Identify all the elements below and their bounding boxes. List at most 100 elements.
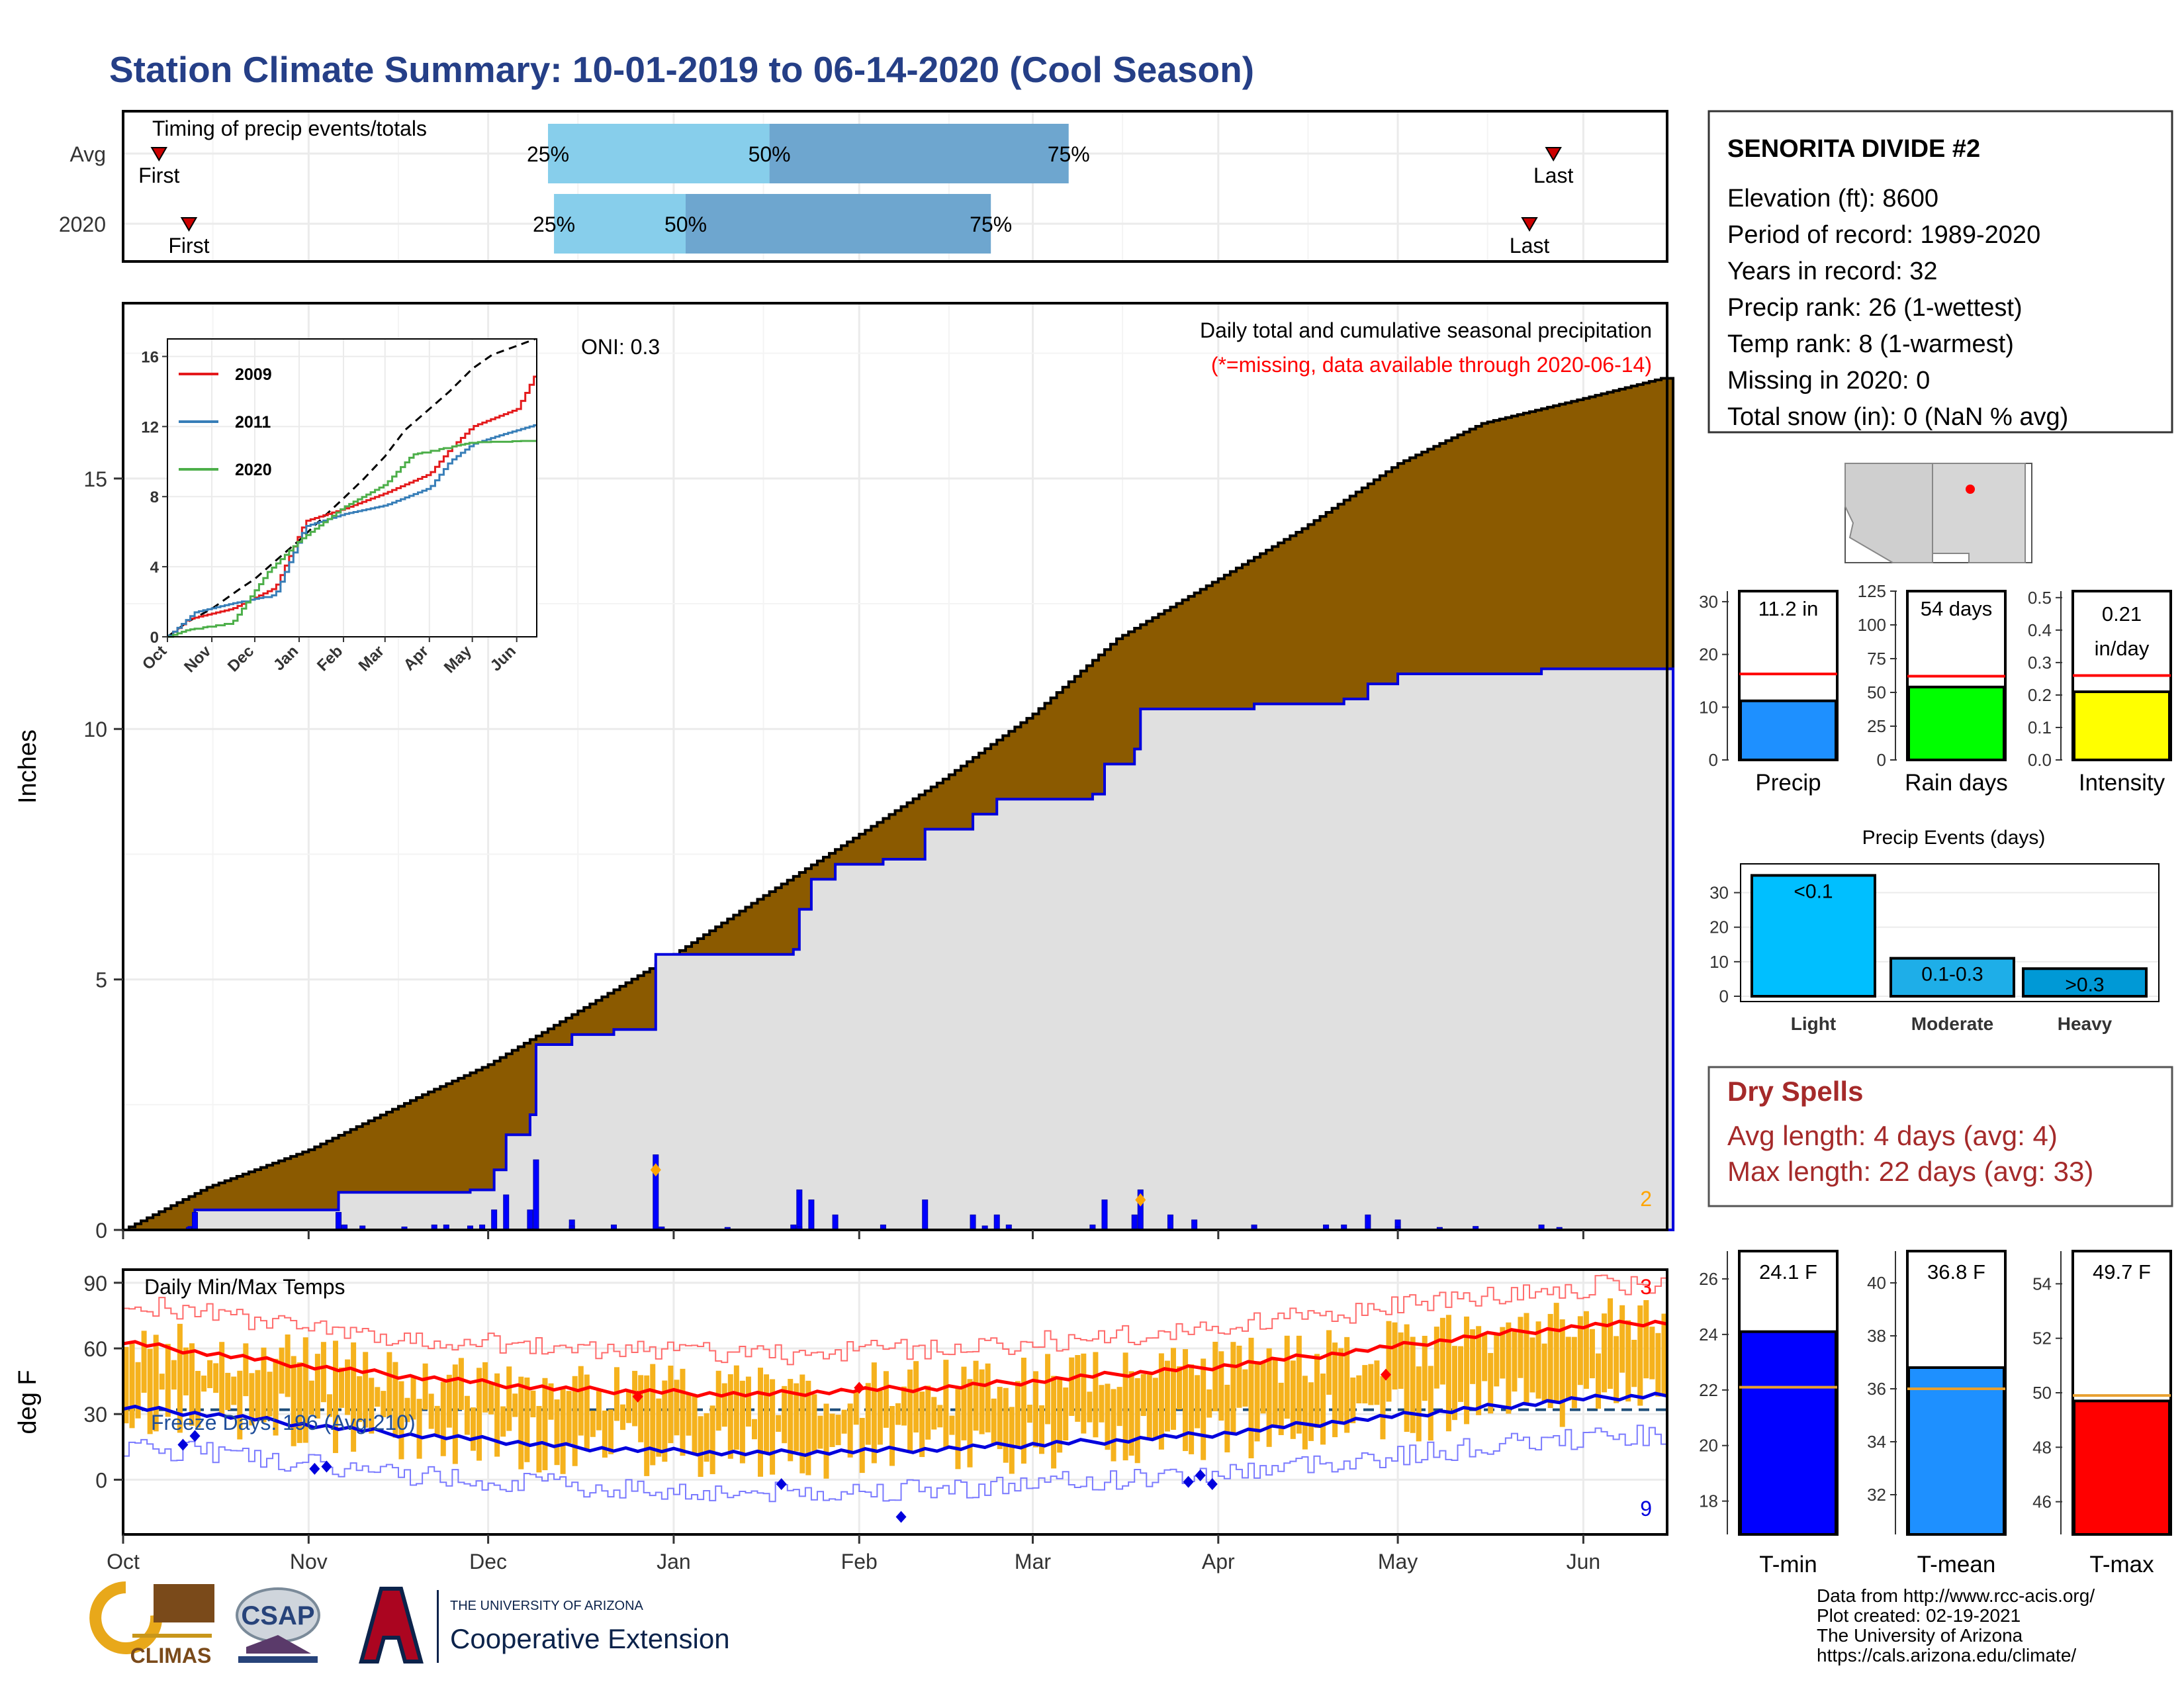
temp-day-bar <box>332 1340 338 1454</box>
temp-day-bar <box>1451 1346 1457 1421</box>
temp-day-bar <box>656 1398 662 1457</box>
temp-day-bar <box>584 1374 590 1450</box>
temp-day-bar <box>314 1354 320 1419</box>
temp-hot-count: 3 <box>1640 1275 1652 1299</box>
temp-day-bar <box>387 1352 392 1418</box>
temp-day-bar <box>1368 1364 1374 1405</box>
temp-summary-ytick-label: 48 <box>2032 1437 2052 1457</box>
temp-ytick-label: 60 <box>83 1337 107 1361</box>
temp-day-bar <box>542 1378 548 1470</box>
temp-summary-ytick-label: 38 <box>1867 1326 1886 1346</box>
record-low-marker <box>309 1462 320 1475</box>
daily-precip-bar <box>832 1214 839 1231</box>
temp-day-bar <box>698 1416 704 1477</box>
temp-day-bar <box>416 1399 422 1459</box>
temp-day-bar <box>1140 1374 1146 1417</box>
temp-day-bar <box>853 1390 859 1425</box>
temp-day-bar <box>776 1415 782 1432</box>
month-label: Feb <box>841 1550 878 1573</box>
temp-day-bar <box>123 1346 129 1424</box>
temp-day-bar <box>1242 1369 1248 1407</box>
temp-day-bar <box>1547 1313 1553 1409</box>
temp-day-bar <box>931 1397 937 1430</box>
station-temp-rank: Temp rank: 8 (1-warmest) <box>1727 330 2014 358</box>
temp-day-bar <box>422 1363 428 1410</box>
temp-day-bar <box>512 1393 518 1417</box>
temp-day-bar <box>799 1374 805 1474</box>
temp-day-bar <box>961 1366 967 1440</box>
temp-day-bar <box>1571 1336 1577 1409</box>
temp-ytick-label: 0 <box>95 1468 107 1492</box>
temp-day-bar <box>1535 1321 1541 1399</box>
precip-missing-note: (*=missing, data available through 2020-… <box>1211 353 1652 377</box>
temp-day-bar <box>1512 1331 1518 1392</box>
climas-label: CLIMAS <box>130 1644 212 1667</box>
station-elevation: Elevation (ft): 8600 <box>1727 185 1938 212</box>
ua-label: THE UNIVERSITY OF ARIZONA <box>450 1599 644 1613</box>
summary-ytick-label: 100 <box>1858 615 1886 635</box>
temp-day-bar <box>1158 1353 1164 1450</box>
inset-ytick-label: 0 <box>150 629 159 647</box>
temp-lines <box>122 1274 1668 1523</box>
temp-day-bar <box>1266 1348 1272 1447</box>
temp-day-bar <box>937 1405 943 1428</box>
temp-day-bar <box>985 1363 991 1432</box>
credit-data-source: Data from http://www.rcc-acis.org/ <box>1817 1585 2095 1606</box>
daily-precip-bar <box>970 1214 976 1231</box>
temp-day-bar <box>1063 1387 1069 1441</box>
temp-day-bar <box>183 1347 189 1395</box>
temp-day-bar <box>901 1386 907 1426</box>
month-axis: Oct Nov Dec Jan Feb Mar Apr May Jun <box>107 1534 1600 1573</box>
month-label: May <box>1378 1550 1418 1573</box>
temp-day-bar <box>686 1394 692 1436</box>
temp-summary-t-max: 46 48 50 52 54 49.7 F T-max <box>2032 1250 2172 1577</box>
precip-ytick-label: 0 <box>95 1219 107 1243</box>
temp-day-bar <box>536 1405 542 1473</box>
temp-day-bar <box>1314 1354 1320 1429</box>
temp-day-bar <box>1350 1377 1356 1424</box>
temp-day-bar <box>345 1359 351 1415</box>
temp-day-bar <box>782 1385 788 1444</box>
csap-logo: CSAP <box>236 1587 320 1663</box>
record-high-marker <box>1380 1368 1391 1381</box>
summary-ytick-label: 50 <box>1867 682 1886 702</box>
temp-day-bar <box>865 1383 871 1445</box>
temp-day-bar <box>440 1382 446 1456</box>
temp-day-bar <box>1625 1320 1631 1402</box>
temp-day-bar <box>794 1383 799 1452</box>
temp-day-bar <box>1619 1305 1625 1373</box>
temp-day-bar <box>1356 1375 1362 1404</box>
inset-lines <box>167 338 537 638</box>
events-bar-heavy <box>2022 967 2148 998</box>
timing-pct75: 75% <box>1048 142 1090 166</box>
temp-day-bar <box>1021 1357 1026 1464</box>
temp-day-bar <box>1608 1298 1614 1389</box>
temp-summary-ytick-label: 18 <box>1699 1491 1718 1511</box>
temp-day-bar <box>1177 1366 1183 1410</box>
station-precip-rank: Precip rank: 26 (1-wettest) <box>1727 294 2023 322</box>
temp-summary-ytick-label: 36 <box>1867 1379 1886 1399</box>
summary-bar-label: Rain days <box>1905 770 2008 796</box>
temp-day-bar <box>141 1331 147 1393</box>
temp-day-bar <box>1206 1389 1212 1418</box>
temp-day-bar <box>566 1391 572 1444</box>
temp-day-bar <box>770 1379 776 1475</box>
month-label: Nov <box>290 1550 328 1573</box>
temp-day-bar <box>1290 1360 1296 1439</box>
temp-day-bar <box>758 1368 764 1477</box>
temp-day-bar <box>273 1358 279 1436</box>
credit-university: The University of Arizona <box>1817 1625 2023 1646</box>
temp-day-bar <box>147 1348 153 1434</box>
coop-ext-label: Cooperative Extension <box>450 1623 730 1654</box>
temp-day-bar <box>638 1375 644 1442</box>
temp-day-bar <box>1524 1313 1529 1404</box>
summary-ytick-label: 0.5 <box>2028 588 2052 608</box>
temp-day-bar <box>1433 1327 1439 1389</box>
summary-bar-rain-days: 0 25 50 75 100 125 54 days Rain days <box>1858 581 2008 796</box>
temp-day-bar <box>596 1391 602 1430</box>
temp-day-bar <box>1320 1373 1326 1445</box>
temp-day-bar <box>243 1343 249 1397</box>
temp-day-bar <box>1296 1335 1302 1434</box>
temp-day-bar <box>213 1363 219 1393</box>
